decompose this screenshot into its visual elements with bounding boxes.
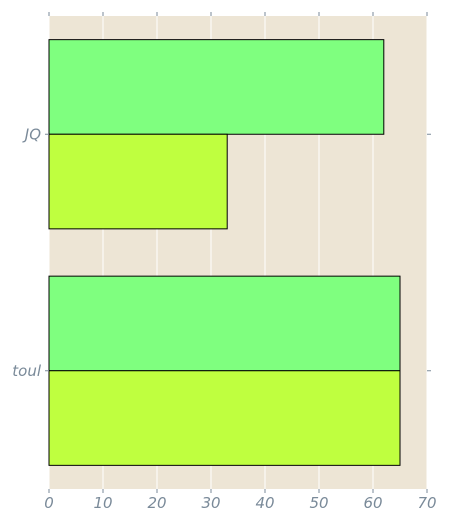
x-tick-label: 30	[201, 494, 220, 512]
y-tick-label: toul	[12, 362, 42, 380]
x-tick-label: 70	[417, 494, 436, 512]
x-tick-label: 40	[255, 494, 274, 512]
x-tick-label: 60	[363, 494, 382, 512]
axis-ticks	[45, 12, 431, 493]
x-tick-label: 0	[44, 494, 54, 512]
y-tick-labels: JQ toul	[12, 125, 42, 380]
x-tick-labels: 0 10 20 30 40 50 60 70	[44, 494, 436, 512]
bars	[48, 39, 401, 466]
x-tick-label: 50	[309, 494, 328, 512]
x-tick-label: 10	[93, 494, 112, 512]
bar	[48, 275, 401, 372]
bar	[48, 39, 385, 135]
bar	[48, 370, 401, 466]
y-tick-label: JQ	[22, 125, 41, 143]
bar	[48, 133, 228, 230]
x-tick-label: 20	[147, 494, 166, 512]
